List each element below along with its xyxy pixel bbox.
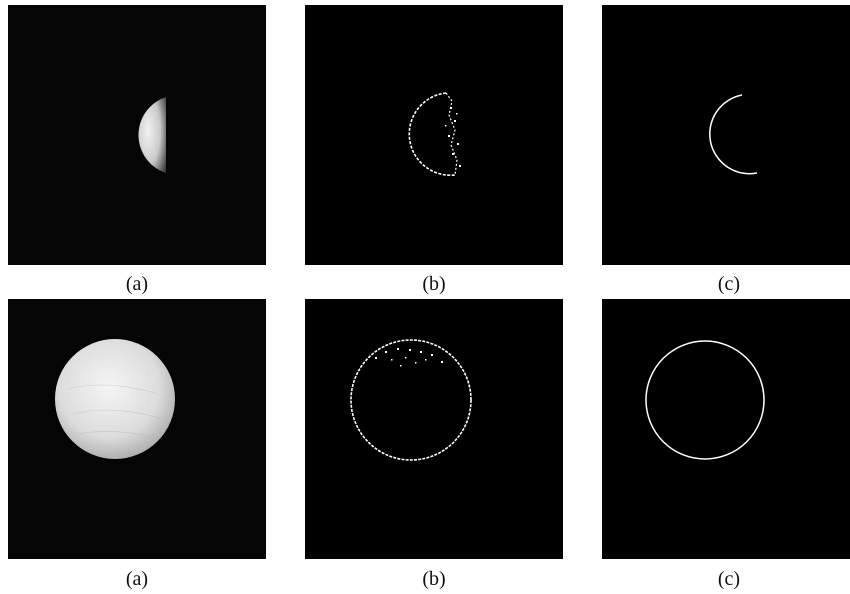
clean-circle-edge	[645, 340, 765, 460]
row2-edge-detection-c	[602, 299, 850, 559]
caption-row2-a: (a)	[125, 568, 149, 590]
clean-crescent-edge	[709, 94, 758, 175]
caption-row1-b: (b)	[422, 273, 446, 295]
row2-edge-detection-b	[305, 299, 563, 559]
caption-row2-b: (b)	[422, 568, 446, 590]
caption-row1-a: (a)	[125, 273, 149, 295]
noisy-crescent-edges	[408, 92, 461, 177]
caption-row2-c: (c)	[717, 568, 741, 590]
row2-original-image	[8, 299, 266, 559]
row1-edge-detection-c	[602, 5, 850, 265]
caption-row1-c: (c)	[717, 273, 741, 295]
row1-original-image	[8, 5, 266, 265]
full-moon-image	[8, 299, 266, 559]
noisy-circle-edges	[350, 339, 472, 461]
row1-edge-detection-b	[305, 5, 563, 265]
crescent-moon-image	[8, 5, 266, 265]
